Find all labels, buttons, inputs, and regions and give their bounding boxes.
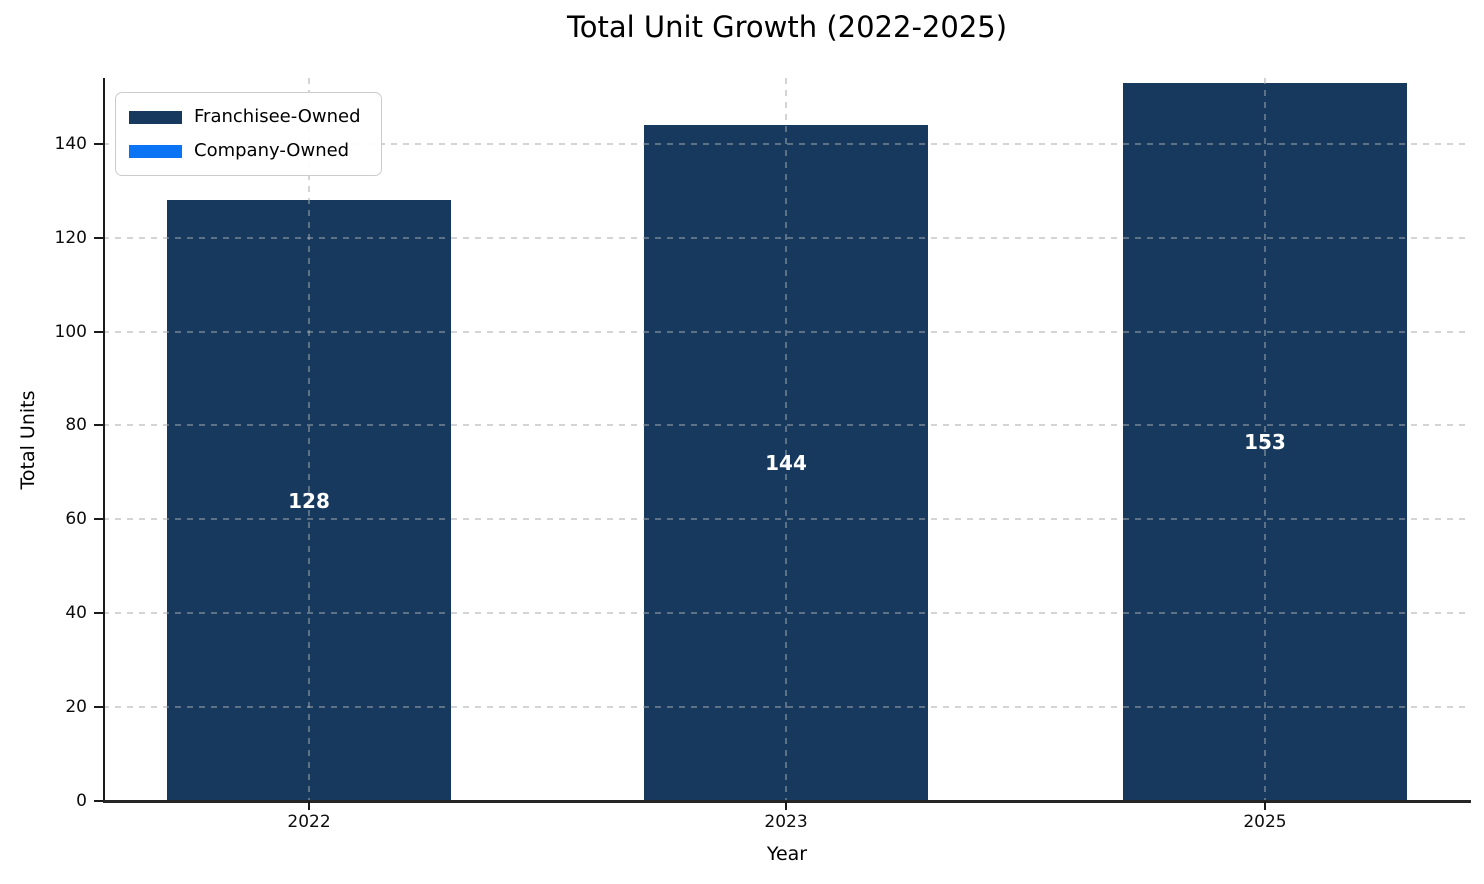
x-gridline: [308, 78, 311, 801]
chart-title: Total Unit Growth (2022-2025): [566, 10, 1008, 44]
y-tick-label: 100: [54, 321, 87, 342]
y-tick-mark: [94, 142, 103, 145]
y-tick-mark: [94, 518, 103, 521]
x-tick-mark: [785, 801, 788, 810]
x-axis-title: Year: [766, 843, 808, 865]
y-tick-mark: [94, 800, 103, 802]
y-tick-label: 60: [65, 509, 87, 530]
legend: Franchisee-Owned Company-Owned: [115, 92, 382, 176]
bar-value-label: 128: [288, 488, 330, 513]
legend-label-company-owned: Company-Owned: [194, 140, 350, 161]
y-tick-label: 0: [76, 791, 87, 811]
x-tick-label: 2022: [287, 812, 331, 832]
y-tick-mark: [94, 236, 103, 239]
x-tick-label: 2023: [764, 812, 808, 832]
x-tick-mark: [308, 801, 311, 810]
x-gridline: [785, 78, 788, 801]
x-tick-label: 2025: [1243, 812, 1287, 832]
legend-item-company-owned: Company-Owned: [129, 139, 361, 163]
y-tick-mark: [94, 612, 103, 615]
y-tick-label: 40: [65, 603, 87, 624]
y-tick-mark: [94, 424, 103, 427]
legend-label-franchisee-owned: Franchisee-Owned: [194, 106, 361, 127]
y-tick-label: 80: [65, 415, 87, 436]
x-gridline: [1263, 78, 1266, 801]
bar-value-label: 153: [1244, 429, 1286, 454]
y-tick-label: 20: [65, 697, 87, 718]
y-tick-mark: [94, 330, 103, 333]
legend-item-franchisee-owned: Franchisee-Owned: [129, 105, 361, 129]
y-axis-title: Total Units: [17, 390, 39, 490]
y-tick-mark: [94, 706, 103, 709]
x-tick-mark: [1263, 801, 1266, 810]
y-tick-label: 140: [54, 133, 87, 154]
y-axis-spine: [103, 78, 105, 801]
bar-value-label: 144: [765, 450, 807, 475]
legend-swatch-company-owned: [129, 144, 182, 158]
y-tick-label: 120: [54, 227, 87, 248]
plot-area: Franchisee-Owned Company-Owned 128 144 153…: [55, 78, 1471, 832]
legend-swatch-franchisee-owned: [129, 110, 182, 124]
